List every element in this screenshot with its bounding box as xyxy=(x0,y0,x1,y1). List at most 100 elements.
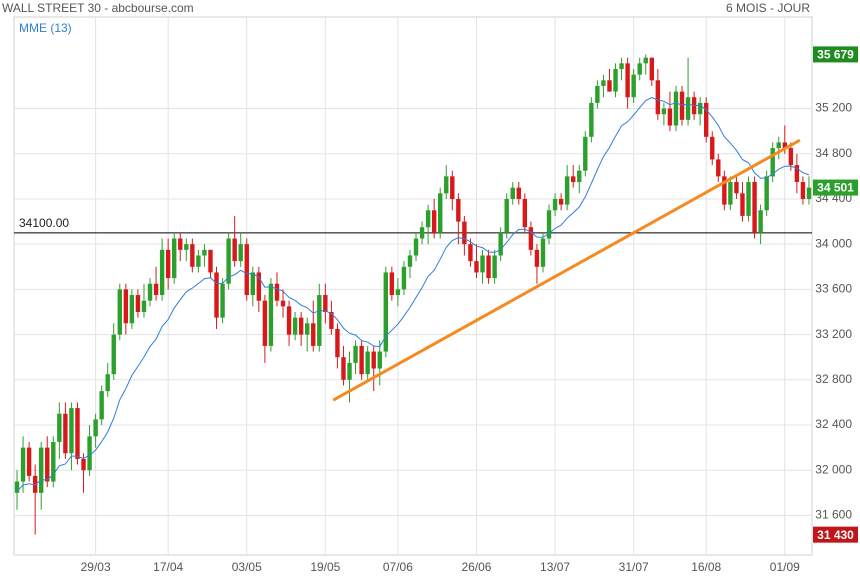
candle-body xyxy=(105,374,110,392)
candle-body xyxy=(323,295,328,312)
candle-body xyxy=(57,413,62,442)
candle-body xyxy=(704,102,709,137)
candle-body xyxy=(413,238,419,256)
candle-body xyxy=(722,176,727,205)
candle-body xyxy=(93,419,98,437)
candle-body xyxy=(117,289,122,335)
candle-body xyxy=(159,249,165,296)
candle-body xyxy=(625,63,630,98)
candle-body xyxy=(190,244,195,267)
y-tick-label: 32 000 xyxy=(815,462,852,476)
candle-body xyxy=(661,108,667,115)
candle-body xyxy=(335,328,340,358)
candle-body xyxy=(99,391,104,420)
candle-body xyxy=(214,272,219,318)
candle-body xyxy=(63,413,68,454)
y-tick-label: 32 400 xyxy=(815,417,852,431)
x-tick-label: 01/09 xyxy=(770,560,800,574)
candle-body xyxy=(262,300,268,346)
candle-body xyxy=(601,80,606,86)
candle-body xyxy=(710,136,715,160)
candle-body xyxy=(595,85,600,103)
candle-body xyxy=(450,176,455,199)
x-tick-label: 03/05 xyxy=(232,560,262,574)
candle-body xyxy=(39,447,44,493)
candle-body xyxy=(377,351,382,369)
candle-body xyxy=(510,187,515,199)
x-tick-label: 07/06 xyxy=(383,560,413,574)
candle-body xyxy=(643,57,648,64)
candle-body xyxy=(552,198,558,211)
candle-body xyxy=(504,198,509,233)
candle-body xyxy=(111,334,116,375)
candle-body xyxy=(141,300,147,312)
candle-body xyxy=(685,97,691,120)
candle-body xyxy=(172,238,177,279)
candle-body xyxy=(353,345,358,363)
period-label: 6 MOIS - JOUR xyxy=(726,1,810,15)
candle-body xyxy=(329,311,334,329)
candle-body xyxy=(389,272,395,296)
candle-body xyxy=(184,244,189,250)
candle-body xyxy=(69,408,74,454)
candle-body xyxy=(498,232,503,256)
candle-body xyxy=(220,283,225,318)
candle-body xyxy=(298,317,304,335)
y-tick-label: 33 200 xyxy=(815,327,852,341)
candle-body xyxy=(655,80,661,115)
candle-body xyxy=(365,351,370,375)
x-tick-label: 26/06 xyxy=(461,560,491,574)
candle-body xyxy=(250,272,255,296)
candle-body xyxy=(147,283,153,301)
candle-body xyxy=(75,408,80,459)
x-tick-label: 31/07 xyxy=(619,560,649,574)
y-tick-label: 33 600 xyxy=(815,282,852,296)
mme-line xyxy=(16,97,810,492)
candle-body xyxy=(268,283,274,346)
candle-body xyxy=(770,148,775,177)
candle-body xyxy=(341,357,346,380)
candle-body xyxy=(667,108,673,126)
candle-body xyxy=(431,210,437,233)
candle-body xyxy=(486,255,491,279)
candle-body xyxy=(583,136,588,171)
candle-body xyxy=(45,447,50,482)
price-tag xyxy=(813,46,858,63)
chart-title: WALL STREET 30 - abcbourse.com xyxy=(2,1,194,15)
candle-body xyxy=(637,63,642,75)
candle-body xyxy=(244,244,249,296)
candle-body xyxy=(758,210,763,233)
candle-body xyxy=(468,244,473,262)
candle-body xyxy=(135,295,141,312)
candle-body xyxy=(311,323,316,346)
candle-body xyxy=(178,238,183,250)
plot-frame xyxy=(13,16,813,556)
y-tick-label: 34 000 xyxy=(815,236,852,250)
candle-body xyxy=(540,238,546,267)
candle-body xyxy=(32,475,38,493)
candle-body xyxy=(534,249,540,267)
candle-body xyxy=(395,289,401,296)
candle-body xyxy=(577,170,582,183)
candle-body xyxy=(800,182,806,199)
price-tag xyxy=(813,179,858,196)
price-tag-label: 31 430 xyxy=(817,528,854,542)
candle-body xyxy=(589,102,594,137)
x-tick-label: 29/03 xyxy=(81,560,111,574)
candle-body xyxy=(516,187,521,199)
candle-body xyxy=(558,198,564,205)
candle-body xyxy=(419,227,425,239)
candle-body xyxy=(728,182,733,205)
y-tick-label: 35 200 xyxy=(815,101,852,115)
candle-body xyxy=(438,193,443,233)
candle-body xyxy=(232,238,237,262)
candle-body xyxy=(613,68,618,92)
candle-body xyxy=(788,148,794,166)
candle-body xyxy=(20,447,26,482)
x-tick-label: 16/08 xyxy=(691,560,721,574)
candle-body xyxy=(280,300,286,307)
candle-body xyxy=(202,249,207,256)
candle-body xyxy=(444,176,449,194)
candle-body xyxy=(87,436,92,471)
